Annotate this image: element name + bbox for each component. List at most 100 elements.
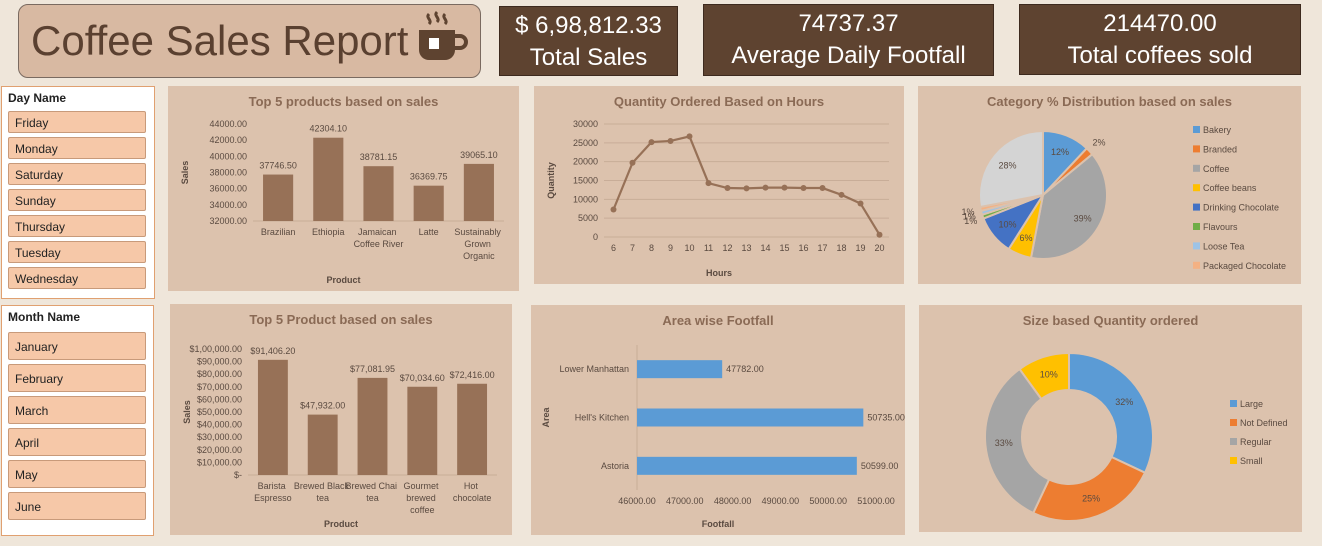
legend-swatch — [1230, 438, 1237, 445]
x-tick-label: Brewed Black tea — [294, 481, 352, 503]
y-tick-label: $40,000.00 — [197, 420, 242, 430]
data-label: 33% — [995, 438, 1013, 448]
point — [610, 206, 617, 213]
legend-swatch — [1193, 261, 1200, 269]
slicer-item[interactable]: Wednesday — [8, 267, 146, 289]
legend-label: Coffee — [1203, 164, 1229, 174]
chart-title: Quantity Ordered Based on Hours — [614, 94, 824, 109]
y-tick-label: 0 — [593, 232, 598, 242]
kpi-label: Average Daily Footfall — [731, 42, 966, 69]
x-tick-label: Barista Espresso — [254, 481, 292, 503]
slicer-item[interactable]: January — [8, 332, 146, 360]
bar — [637, 456, 857, 475]
slicer-item[interactable]: Saturday — [8, 163, 146, 185]
y-tick-label: 40000.00 — [209, 151, 247, 161]
month-slicer: Month Name January February March April May Ju… — [1, 305, 154, 536]
point — [857, 200, 864, 207]
y-tick-label: 44000.00 — [209, 119, 247, 129]
kpi-card: $ 6,98,812.33 Total Sales — [499, 6, 678, 76]
point — [724, 185, 731, 192]
chart-title: Area wise Footfall — [662, 313, 773, 328]
x-tick-label: 18 — [836, 243, 846, 253]
data-label: 1% — [963, 211, 976, 221]
data-label: 42304.10 — [310, 124, 348, 134]
slicer-item[interactable]: February — [8, 364, 146, 392]
slicer-item[interactable]: Friday — [8, 111, 146, 133]
data-label: 25% — [1082, 494, 1100, 504]
point — [800, 185, 807, 192]
bar — [363, 166, 394, 221]
slice — [984, 367, 1051, 515]
data-label: $91,406.20 — [250, 346, 295, 356]
slicer-item[interactable]: Tuesday — [8, 241, 146, 263]
legend-swatch — [1193, 242, 1200, 250]
y-axis-label: Area — [541, 407, 551, 428]
x-tick-label: Gourmet brewed coffee — [404, 481, 442, 515]
bar — [413, 185, 444, 221]
y-tick-label: 5000 — [578, 213, 598, 223]
data-label: 38781.15 — [360, 152, 398, 162]
x-tick-label: 48000.00 — [714, 496, 752, 506]
x-axis-label: Product — [324, 519, 358, 529]
title-text: Coffee Sales Report — [31, 17, 409, 64]
chart-panel: Category % Distribution based on sales 12… — [918, 86, 1301, 284]
chart-title: Top 5 Product based on sales — [249, 312, 432, 327]
y-tick-label: $30,000.00 — [197, 432, 242, 442]
data-label: 36369.75 — [410, 172, 448, 182]
y-tick-label: 30000 — [573, 119, 598, 129]
chart-panel: Size based Quantity ordered 32% Large 25% No… — [919, 305, 1302, 532]
legend-label: Coffee beans — [1203, 183, 1257, 193]
y-axis-label: Quantity — [546, 162, 556, 199]
kpi-value: $ 6,98,812.33 — [515, 12, 662, 39]
point — [781, 184, 788, 191]
chart-title: Top 5 products based on sales — [249, 94, 439, 109]
slicer-item[interactable]: April — [8, 428, 146, 456]
y-tick-label: 42000.00 — [209, 135, 247, 145]
x-tick-label: Sustainably Grown Organic — [454, 227, 503, 261]
data-label: 1% — [964, 216, 977, 226]
y-tick-label: $20,000.00 — [197, 445, 242, 455]
x-tick-label: 6 — [611, 243, 616, 253]
data-label: 37746.50 — [259, 161, 297, 171]
data-label: 28% — [998, 161, 1016, 171]
bar — [307, 414, 338, 475]
data-label: $47,932.00 — [300, 401, 345, 411]
legend-label: Small — [1240, 456, 1263, 466]
legend-swatch — [1193, 126, 1200, 133]
x-tick-label: 47000.00 — [666, 496, 704, 506]
slicer-item[interactable]: June — [8, 492, 146, 520]
kpi-value: 74737.37 — [798, 10, 899, 37]
data-label: 10% — [998, 219, 1016, 229]
x-axis-label: Hours — [706, 268, 732, 278]
slicer-item[interactable]: March — [8, 396, 146, 424]
bar — [463, 163, 494, 221]
legend-label: Flavours — [1203, 222, 1238, 232]
x-tick-label: 7 — [630, 243, 635, 253]
slice — [1029, 152, 1108, 260]
x-tick-label: 16 — [798, 243, 808, 253]
legend-swatch — [1193, 203, 1200, 211]
legend-label: Regular — [1240, 437, 1272, 447]
y-tick-label: $90,000.00 — [197, 357, 242, 367]
point — [705, 180, 712, 187]
bar — [637, 408, 864, 427]
data-label: $72,416.00 — [450, 370, 495, 380]
y-tick-label: $80,000.00 — [197, 369, 242, 379]
data-label: 6% — [1020, 233, 1033, 243]
slicer-item[interactable]: Thursday — [8, 215, 146, 237]
y-tick-label: Lower Manhattan — [559, 364, 629, 374]
slicer-item[interactable]: Sunday — [8, 189, 146, 211]
data-label: 50599.00 — [861, 461, 899, 471]
bar — [637, 360, 723, 379]
x-axis-label: Footfall — [702, 519, 735, 529]
x-tick-label: 11 — [704, 243, 713, 253]
slicer-item[interactable]: Monday — [8, 137, 146, 159]
chart-panel: Quantity Ordered Based on Hours Hours Quan… — [534, 86, 904, 284]
data-label: 50735.00 — [867, 413, 905, 423]
data-label: $77,081.95 — [350, 364, 395, 374]
slicer-item[interactable]: May — [8, 460, 146, 488]
y-axis-label: Sales — [180, 161, 190, 185]
slice — [1068, 351, 1154, 475]
y-tick-label: 38000.00 — [209, 168, 247, 178]
